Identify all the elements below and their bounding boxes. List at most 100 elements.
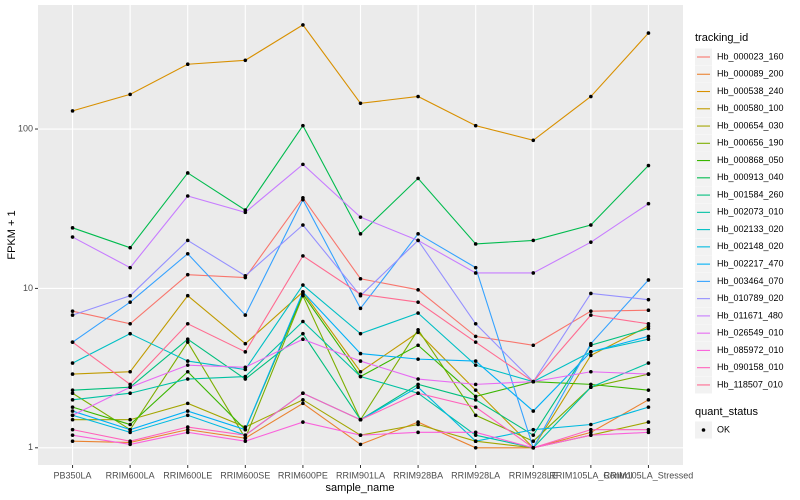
data-point [128,385,132,390]
data-point [416,238,420,243]
data-point [128,245,132,250]
data-point [589,313,593,317]
legend-label: Hb_000580_100 [717,103,784,113]
data-point [243,350,248,354]
data-point [70,413,75,418]
data-point [589,422,593,427]
data-point [589,240,593,244]
data-point [185,171,190,175]
data-point [589,223,593,227]
data-point [589,353,593,358]
data-point [646,388,651,392]
data-point [473,405,478,409]
data-point [646,427,651,432]
data-point [589,427,593,432]
data-point [243,377,248,381]
data-point [589,350,593,354]
data-point [128,300,132,304]
data-point [243,58,248,63]
data-point [185,363,190,367]
data-point [416,357,420,361]
data-point [589,309,593,313]
data-point [301,123,305,128]
data-point [416,430,420,435]
legend-label: Hb_090158_010 [717,362,784,372]
data-point [531,343,536,348]
x-tick-label: RRIM600SE [220,470,270,480]
data-point [185,430,190,435]
data-point [358,359,363,363]
legend-label: Hb_002217_470 [717,258,784,268]
data-point [128,427,132,432]
data-point [531,379,536,384]
data-point [473,359,478,363]
data-point [70,340,75,344]
data-point [589,382,593,387]
x-tick-label: RRIM928LA [451,470,500,480]
data-point [358,101,363,106]
data-point [185,340,190,344]
data-point [128,293,132,298]
data-point [301,283,305,287]
data-point [70,226,75,230]
data-point [301,398,305,402]
data-point [301,23,305,27]
data-point [646,31,651,35]
data-point [358,331,363,336]
legend-label: Hb_000913_040 [717,172,784,182]
data-point [416,343,420,348]
data-point [358,292,363,296]
legend-label: Hb_011671_480 [717,310,783,320]
legend-label: Hb_000538_240 [717,86,784,96]
data-point [185,359,190,363]
y-tick-label: 10 [23,283,33,293]
data-point [185,427,190,432]
data-point [301,319,305,324]
data-point [301,254,305,258]
legend-label: Hb_000089_200 [717,69,784,79]
data-point [589,430,593,435]
x-tick-label: RRIM928LE [509,470,558,480]
legend-label: Hb_118507_010 [717,379,783,389]
data-point [473,433,478,437]
data-point [416,377,420,381]
data-point [646,201,651,206]
data-point [473,265,478,270]
data-point [473,394,478,399]
data-point [301,290,305,294]
data-point [358,433,363,437]
data-point [416,422,420,427]
data-point [128,442,132,447]
data-point [358,306,363,311]
data-point [301,197,305,202]
data-point [358,232,363,236]
data-point [185,194,190,198]
legend-label: Hb_010789_020 [717,293,784,303]
data-point [243,427,248,432]
legend-label: Hb_000656_190 [717,138,784,148]
legend-label: OK [717,424,730,434]
data-point [589,341,593,346]
data-point [358,369,363,374]
data-point [185,272,190,277]
data-point [243,425,248,429]
data-point [128,321,132,326]
data-point [358,417,363,422]
data-point [646,163,651,168]
data-point [243,436,248,440]
legend-label: Hb_003464_070 [717,276,784,286]
data-point [70,409,75,413]
data-point [128,369,132,374]
x-tick-label: RRIM928BA [393,470,443,480]
data-point [416,327,420,332]
data-point [128,439,132,444]
data-point [128,92,132,97]
data-point [416,385,420,390]
data-point [589,433,593,437]
x-tick-label: RRIM901LA [336,470,385,480]
data-point [531,271,536,275]
data-point [473,413,478,418]
data-point [185,413,190,418]
legend-label: Hb_000868_050 [717,155,784,165]
